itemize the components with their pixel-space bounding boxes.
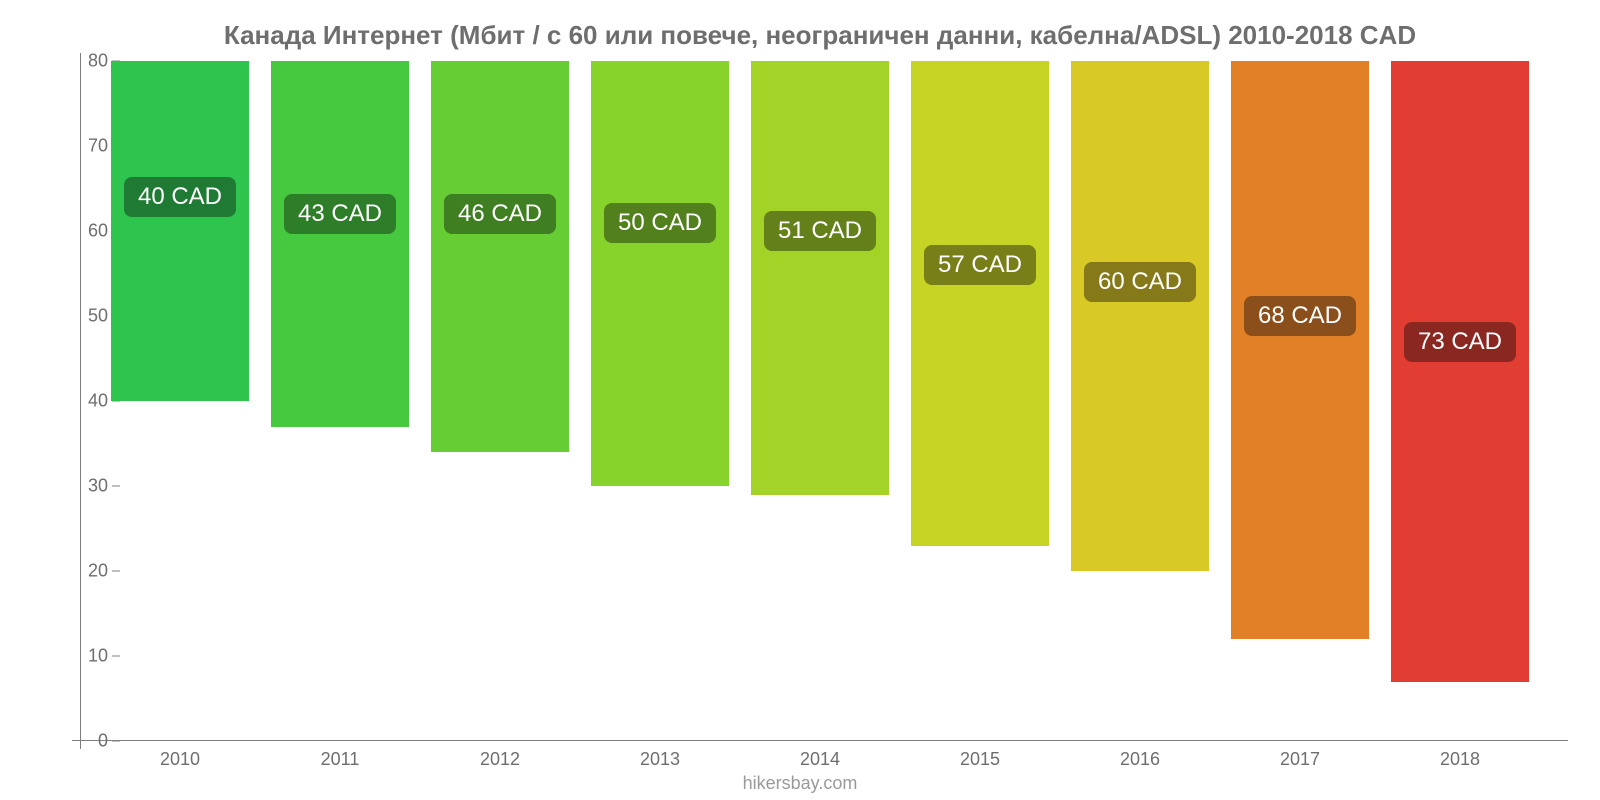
bar-slot: 43 CAD (260, 61, 420, 741)
bar-slot: 50 CAD (580, 61, 740, 741)
bar-value-badge: 46 CAD (444, 194, 556, 234)
attribution-text: hikersbay.com (0, 773, 1600, 794)
x-axis-labels: 201020112012201320142015201620172018 (80, 741, 1560, 770)
x-tick-label: 2018 (1380, 749, 1540, 770)
bar: 68 CAD (1231, 61, 1369, 639)
x-tick-label: 2017 (1220, 749, 1380, 770)
x-tick-label: 2012 (420, 749, 580, 770)
bar-slot: 68 CAD (1220, 61, 1380, 741)
x-tick-label: 2016 (1060, 749, 1220, 770)
bar-value-badge: 60 CAD (1084, 262, 1196, 302)
x-tick-label: 2010 (100, 749, 260, 770)
x-tick-label: 2014 (740, 749, 900, 770)
bar: 57 CAD (911, 61, 1049, 546)
bar-value-badge: 73 CAD (1404, 322, 1516, 362)
chart-title: Канада Интернет (Мбит / с 60 или повече,… (80, 20, 1560, 51)
bar: 46 CAD (431, 61, 569, 452)
bar-slot: 60 CAD (1060, 61, 1220, 741)
bar-value-badge: 40 CAD (124, 177, 236, 217)
plot-area: 01020304050607080 40 CAD43 CAD46 CAD50 C… (80, 61, 1560, 741)
chart-container: Канада Интернет (Мбит / с 60 или повече,… (0, 0, 1600, 800)
bar-value-badge: 43 CAD (284, 194, 396, 234)
bar-slot: 46 CAD (420, 61, 580, 741)
bars-area: 40 CAD 43 CAD 46 CAD 50 CAD 51 CAD 57 CAD 60 C… (80, 61, 1560, 741)
bar-value-badge: 68 CAD (1244, 296, 1356, 336)
bar-slot: 40 CAD (100, 61, 260, 741)
bar-value-badge: 50 CAD (604, 203, 716, 243)
x-tick-label: 2015 (900, 749, 1060, 770)
bar-slot: 57 CAD (900, 61, 1060, 741)
bar: 50 CAD (591, 61, 729, 486)
x-tick-label: 2013 (580, 749, 740, 770)
bar-value-badge: 51 CAD (764, 211, 876, 251)
bar-value-badge: 57 CAD (924, 245, 1036, 285)
bar: 43 CAD (271, 61, 409, 427)
bar-slot: 73 CAD (1380, 61, 1540, 741)
bar: 60 CAD (1071, 61, 1209, 571)
bar: 73 CAD (1391, 61, 1529, 682)
bar: 40 CAD (111, 61, 249, 401)
bar: 51 CAD (751, 61, 889, 495)
bar-slot: 51 CAD (740, 61, 900, 741)
x-tick-label: 2011 (260, 749, 420, 770)
